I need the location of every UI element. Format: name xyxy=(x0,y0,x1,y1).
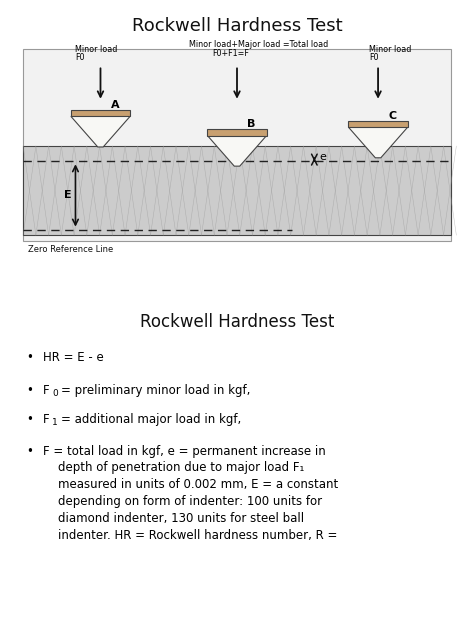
Text: Minor load: Minor load xyxy=(75,45,118,54)
Text: e: e xyxy=(320,152,327,162)
Text: F0+F1=F: F0+F1=F xyxy=(212,49,249,58)
Text: 0: 0 xyxy=(52,389,58,398)
Text: F: F xyxy=(43,413,49,427)
Text: 1: 1 xyxy=(52,418,58,427)
Text: Rockwell Hardness Test: Rockwell Hardness Test xyxy=(140,313,334,331)
Text: E: E xyxy=(64,190,72,200)
Bar xyxy=(23,49,451,241)
Text: •: • xyxy=(26,384,33,397)
Polygon shape xyxy=(348,127,408,158)
Bar xyxy=(208,130,266,135)
Text: Rockwell Hardness Test: Rockwell Hardness Test xyxy=(132,17,342,35)
Text: F: F xyxy=(43,384,49,397)
Text: = preliminary minor load in kgf,: = preliminary minor load in kgf, xyxy=(61,384,250,397)
Text: F0: F0 xyxy=(75,54,85,63)
Text: •: • xyxy=(26,351,33,364)
Text: •: • xyxy=(26,413,33,427)
Text: F = total load in kgf, e = permanent increase in
    depth of penetration due to: F = total load in kgf, e = permanent inc… xyxy=(43,445,338,542)
Text: •: • xyxy=(26,445,33,458)
Text: Minor load: Minor load xyxy=(369,45,411,54)
Text: F0: F0 xyxy=(369,54,378,63)
Bar xyxy=(348,121,408,127)
Text: A: A xyxy=(110,100,119,110)
Text: B: B xyxy=(247,119,255,129)
Polygon shape xyxy=(71,116,130,147)
Bar xyxy=(23,146,451,235)
Bar xyxy=(71,110,130,116)
Polygon shape xyxy=(208,135,266,166)
Text: = additional major load in kgf,: = additional major load in kgf, xyxy=(61,413,241,427)
Text: HR = E - e: HR = E - e xyxy=(43,351,103,364)
Text: Minor load+Major load =Total load: Minor load+Major load =Total load xyxy=(189,40,328,49)
Text: C: C xyxy=(388,111,396,121)
Text: Zero Reference Line: Zero Reference Line xyxy=(27,245,113,254)
